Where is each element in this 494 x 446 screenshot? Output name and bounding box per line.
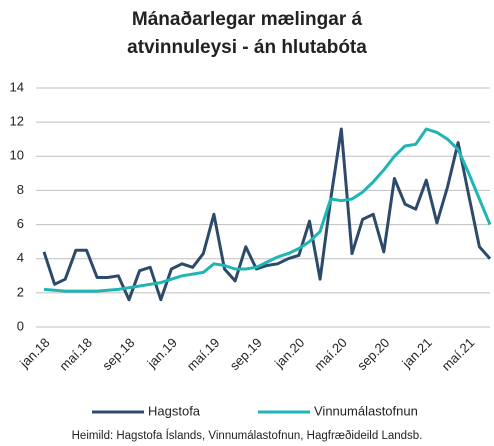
y-tick-label: 6 <box>17 216 24 231</box>
x-tick-label: maí.18 <box>56 335 95 374</box>
y-tick-label: 10 <box>10 148 24 163</box>
y-tick-label: 4 <box>17 250 24 265</box>
y-tick-label: 0 <box>17 318 24 333</box>
x-tick-label: maí.20 <box>311 335 350 374</box>
x-tick-label: maí.19 <box>184 335 223 374</box>
x-tick-label: jan.18 <box>16 335 52 371</box>
x-tick-label: jan.19 <box>144 335 180 371</box>
y-tick-label: 14 <box>10 79 24 94</box>
x-tick-label: sep.19 <box>227 335 265 373</box>
x-tick-label: jan.20 <box>271 335 307 371</box>
y-tick-label: 2 <box>17 284 24 299</box>
x-tick-label: jan.21 <box>398 335 434 371</box>
series-line <box>42 127 492 302</box>
x-tick-label: maí.21 <box>439 335 478 374</box>
x-tick-label: sep.18 <box>99 335 137 373</box>
x-tick-label: sep.20 <box>354 335 392 373</box>
series-line <box>43 127 492 293</box>
y-tick-label: 12 <box>10 114 24 129</box>
chart-title: Mánaðarlegar mælingar á atvinnuleysi - á… <box>127 9 367 58</box>
legend-label: Vinnumálastofnun <box>314 403 418 418</box>
y-tick-label: 8 <box>17 182 24 197</box>
legend-label: Hagstofa <box>148 403 201 418</box>
source-note: Heimild: Hagstofa Íslands, Vinnumálastof… <box>72 429 423 442</box>
